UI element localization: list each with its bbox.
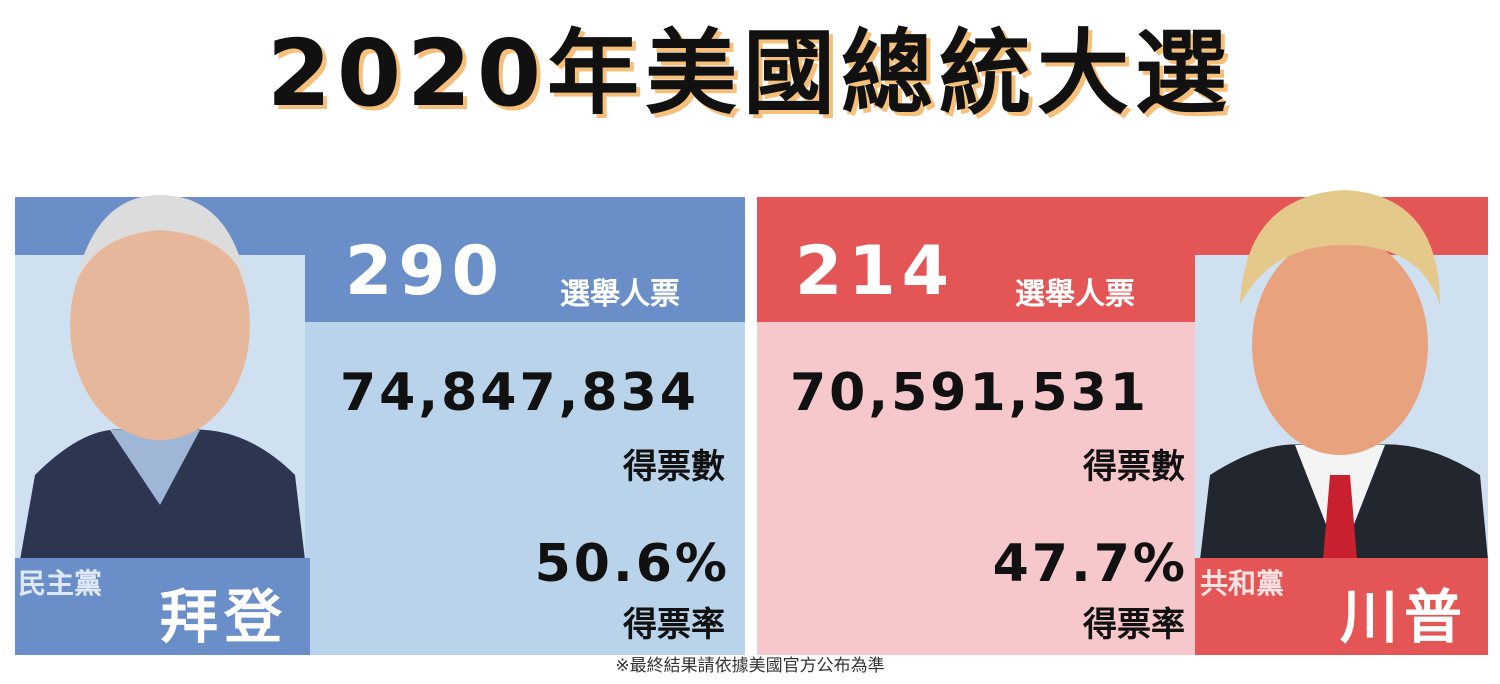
footnote: ※最終結果請依據美國官方公布為準 (615, 656, 885, 676)
popular-votes: 74,847,834 (340, 363, 699, 423)
popular-label: 得票數 (1083, 447, 1185, 487)
candidate-name: 川普 (1340, 583, 1469, 651)
share-label: 得票率 (1083, 605, 1185, 645)
panel-body (305, 322, 745, 655)
panel-body (757, 322, 1195, 655)
vote-share: 50.6% (534, 534, 730, 594)
electoral-votes: 290 (345, 232, 505, 311)
title: 2020年美國總統大選 (266, 20, 1234, 127)
label-box (15, 558, 310, 655)
candidate-name: 拜登 (160, 583, 289, 651)
party: 民主黨 (18, 567, 103, 600)
electoral-label: 選舉人票 (560, 277, 680, 312)
electoral-votes: 214 (795, 232, 955, 311)
party: 共和黨 (1200, 567, 1285, 600)
popular-votes: 70,591,531 (790, 363, 1149, 423)
popular-label: 得票數 (623, 447, 725, 487)
label-box (1195, 558, 1488, 655)
portrait (1200, 190, 1488, 560)
electoral-label: 選舉人票 (1015, 277, 1135, 312)
share-label: 得票率 (623, 605, 725, 645)
vote-share: 47.7% (992, 534, 1188, 594)
portrait (20, 195, 305, 560)
